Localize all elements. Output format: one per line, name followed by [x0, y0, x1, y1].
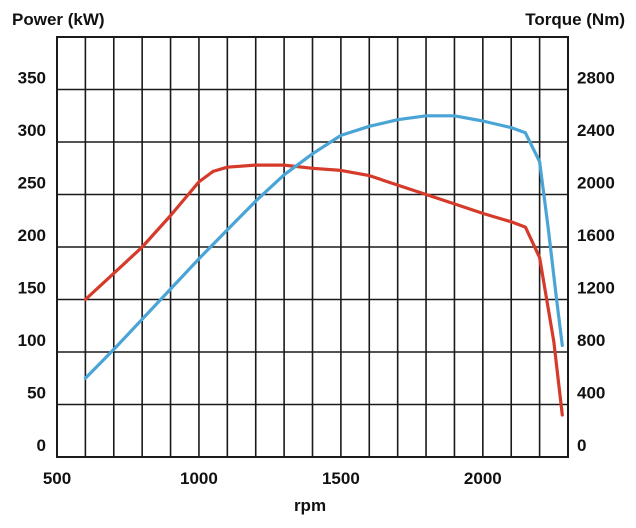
torque-curve: [83, 114, 564, 380]
right-axis-title: Torque (Nm): [525, 10, 625, 29]
x-tick-label: 1000: [180, 469, 218, 488]
y-left-tick-label: 300: [18, 121, 46, 140]
x-tick-label: 500: [43, 469, 71, 488]
x-tick-label: 2000: [464, 469, 502, 488]
y-right-tick-label: 400: [577, 384, 605, 403]
y-left-tick-label: 200: [18, 226, 46, 245]
y-right-tick-label: 2800: [577, 69, 615, 88]
y-right-tick-label: 2000: [577, 174, 615, 193]
x-tick-label: 1500: [322, 469, 360, 488]
series-layer: [83, 114, 564, 417]
y-left-tick-label: 0: [37, 436, 46, 455]
y-right-tick-label: 1200: [577, 279, 615, 298]
y-right-tick-label: 1600: [577, 226, 615, 245]
y-left-tick-label: 100: [18, 331, 46, 350]
power-curve: [83, 163, 564, 417]
y-right-tick-label: 0: [577, 436, 586, 455]
left-axis-title: Power (kW): [12, 10, 105, 29]
y-right-tick-label: 2400: [577, 121, 615, 140]
y-right-tick-label: 800: [577, 331, 605, 350]
tick-layer: 500 1000 1500 2000 0 50 100 150 200 250 300 350 0 400…: [18, 69, 615, 489]
plot-frame: [56, 36, 569, 458]
grid-layer: [56, 36, 569, 458]
y-left-tick-label: 250: [18, 174, 46, 193]
x-axis-label: rpm: [294, 496, 326, 515]
y-left-tick-label: 150: [18, 279, 46, 298]
y-left-tick-label: 50: [27, 384, 46, 403]
y-left-tick-label: 350: [18, 69, 46, 88]
